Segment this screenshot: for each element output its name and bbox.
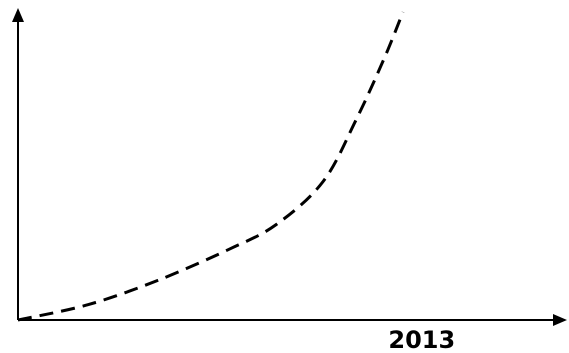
series-layer: [17, 11, 405, 322]
x-tick-label-0: 2013: [388, 326, 455, 353]
x-tick-labels: 2013: [388, 326, 455, 353]
y-axis-arrow-icon: [12, 8, 24, 22]
series-line-0: [17, 11, 405, 322]
x-axis-arrow-icon: [553, 314, 567, 326]
